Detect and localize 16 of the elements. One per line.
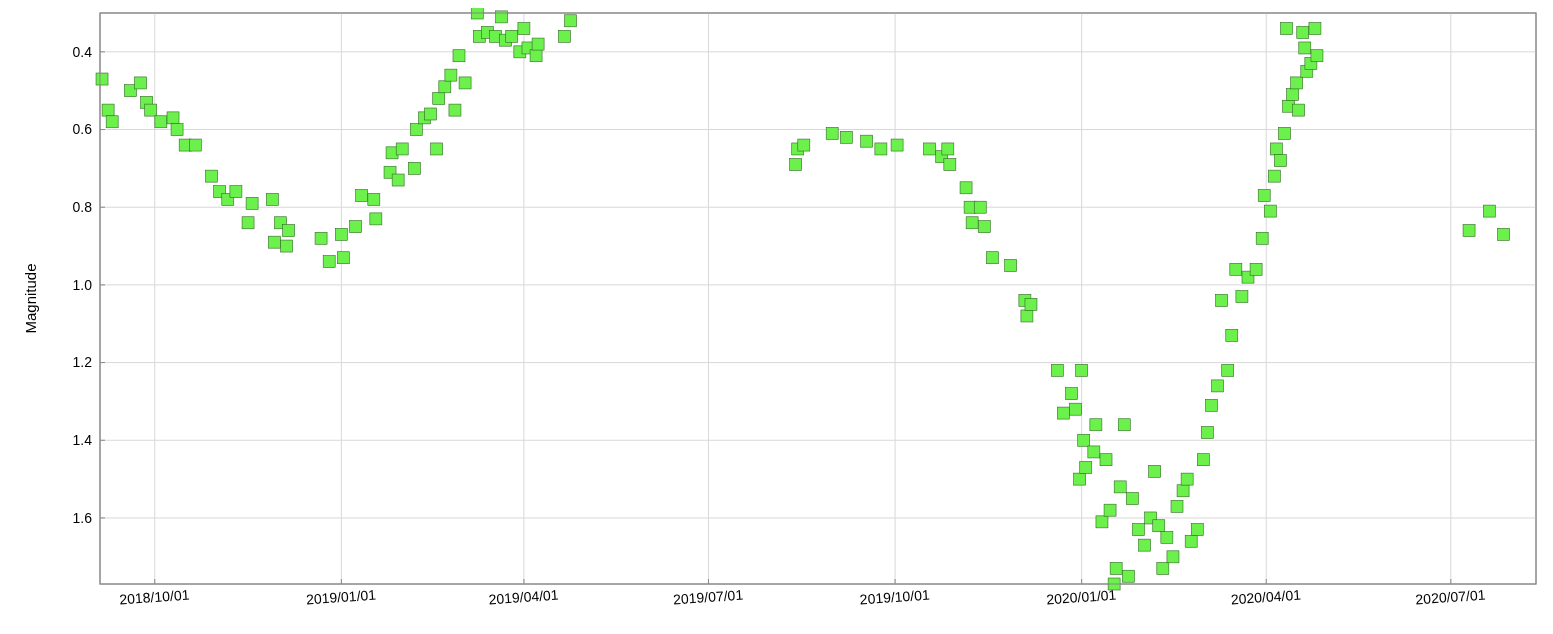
x-tick-label: 2019/01/01	[305, 586, 377, 608]
y-tick-label: 1.4	[72, 432, 93, 449]
x-tick-label: 2020/04/01	[1230, 586, 1302, 608]
x-tick-label: 2020/01/01	[1045, 586, 1118, 608]
y-tick-label: 1.6	[72, 509, 93, 526]
x-tick-label: 2019/04/01	[488, 586, 560, 608]
y-tick-label: 0.4	[72, 43, 93, 60]
y-tick-label: 0.8	[72, 199, 93, 216]
x-tick-label: 2018/10/01	[118, 586, 191, 608]
y-tick-label: 0.6	[72, 121, 93, 138]
x-tick-label: 2019/07/01	[672, 586, 744, 608]
y-tick-label: 1.2	[72, 354, 93, 371]
y-tick-label: 1.0	[72, 276, 93, 293]
x-tick-label: 2019/10/01	[859, 586, 931, 608]
x-tick-label: 2020/07/01	[1414, 586, 1487, 608]
y-axis-title: Magnitude	[22, 263, 39, 334]
